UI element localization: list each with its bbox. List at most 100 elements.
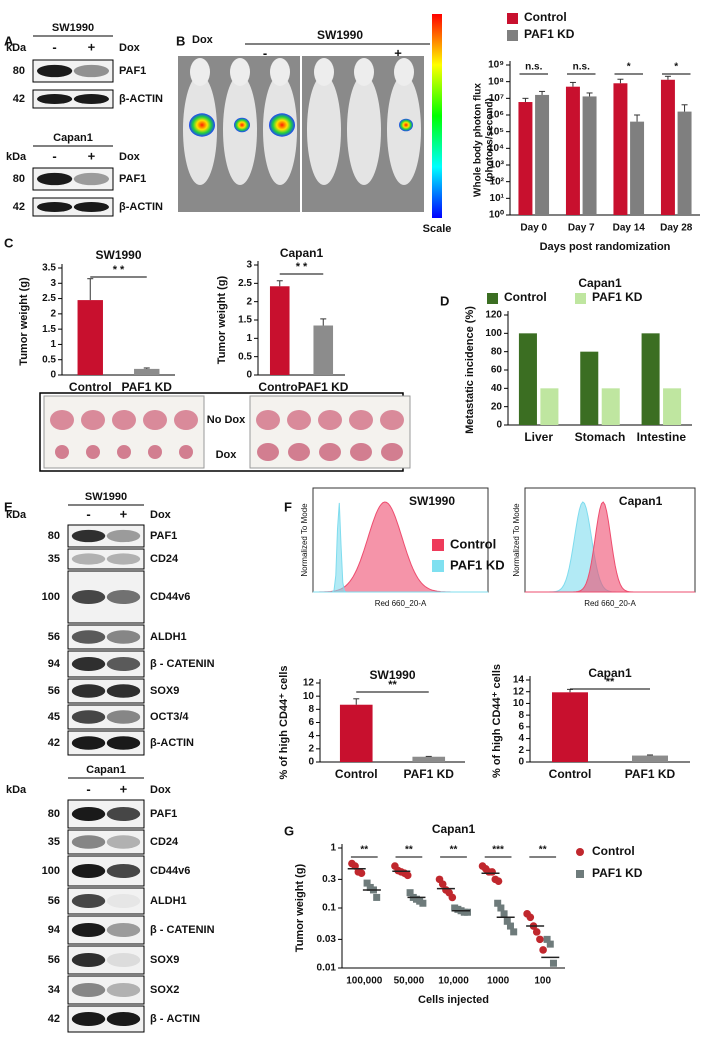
blot-band bbox=[71, 864, 106, 878]
y-tick-label: 10 bbox=[303, 691, 315, 702]
protein-label: SOX9 bbox=[150, 685, 179, 697]
tumor bbox=[288, 443, 310, 461]
y-tick-label: 3.5 bbox=[42, 263, 56, 274]
x-tick-label: Control bbox=[549, 767, 592, 781]
mouse-head bbox=[270, 58, 290, 86]
protein-label: β - CATENIN bbox=[150, 924, 215, 936]
y-tick-label: 1 bbox=[50, 339, 56, 350]
point bbox=[448, 893, 457, 902]
panel-label: E bbox=[4, 499, 13, 514]
y-tick-label: 0.3 bbox=[322, 874, 336, 885]
panel-label: D bbox=[440, 293, 449, 308]
panel-label: B bbox=[176, 33, 185, 48]
tumor bbox=[350, 443, 372, 461]
condition-label: Dox bbox=[150, 784, 172, 796]
x-tick-label: 10,000 bbox=[438, 976, 469, 987]
y-tick-label: 10⁴ bbox=[488, 143, 504, 154]
condition-label: Dox bbox=[119, 42, 141, 54]
y-tick-label: 3 bbox=[50, 278, 56, 289]
protein-label: PAF1 bbox=[150, 530, 177, 542]
lane-label: + bbox=[88, 148, 96, 163]
point bbox=[463, 908, 471, 916]
point bbox=[526, 913, 535, 922]
tumor bbox=[318, 410, 342, 430]
mouse-head bbox=[190, 58, 210, 86]
y-axis-label: Tumor weight (g) bbox=[294, 863, 306, 952]
legend-swatch bbox=[507, 30, 518, 41]
y-tick-label: 100 bbox=[485, 328, 502, 339]
point bbox=[546, 940, 554, 948]
flow-title: SW1990 bbox=[409, 494, 455, 508]
point bbox=[488, 868, 496, 876]
y-tick-label: 0 bbox=[50, 370, 56, 381]
point bbox=[539, 946, 547, 954]
imaging-lane: + bbox=[394, 45, 402, 60]
chart-title: SW1990 bbox=[95, 248, 141, 262]
blot-band bbox=[106, 807, 141, 821]
flow-xlabel: Red 660_20-A bbox=[375, 599, 427, 608]
y-tick-label: 10¹ bbox=[490, 193, 505, 204]
protein-label: OCT3/4 bbox=[150, 711, 189, 723]
y-tick-label: 10 bbox=[513, 698, 525, 709]
y-tick-label: 10⁵ bbox=[488, 126, 504, 137]
blot-band bbox=[106, 630, 141, 644]
x-tick-label: 1000 bbox=[487, 976, 510, 987]
lane-label: - bbox=[52, 148, 56, 163]
y-tick-label: 0.5 bbox=[42, 354, 56, 365]
y-tick-label: 10³ bbox=[490, 160, 505, 171]
bar bbox=[632, 755, 668, 762]
significance: ** bbox=[405, 845, 413, 856]
lane-label: - bbox=[52, 39, 56, 54]
protein-label: PAF1 bbox=[119, 65, 146, 77]
blot-band bbox=[106, 684, 141, 698]
bar bbox=[613, 83, 628, 215]
bar bbox=[660, 79, 675, 215]
photo-row-label: No Dox bbox=[207, 414, 246, 426]
bar bbox=[580, 351, 599, 425]
y-tick-label: 4 bbox=[308, 730, 314, 741]
y-tick-label: 0.01 bbox=[317, 963, 337, 974]
protein-label: CD24 bbox=[150, 553, 179, 565]
blot-band bbox=[106, 894, 141, 908]
y-tick-label: 0 bbox=[246, 370, 252, 381]
legend-swatch bbox=[432, 539, 444, 551]
kda-value: 35 bbox=[48, 836, 60, 848]
legend-swatch bbox=[575, 293, 586, 304]
y-tick-label: 10⁹ bbox=[488, 60, 504, 71]
blot-band bbox=[106, 923, 141, 937]
x-tick-label: 100 bbox=[534, 976, 551, 987]
x-tick-label: Control bbox=[69, 380, 112, 394]
mouse-head bbox=[354, 58, 374, 86]
blot-band bbox=[106, 1012, 141, 1026]
protein-label: β-ACTIN bbox=[150, 737, 194, 749]
point bbox=[363, 879, 371, 887]
point bbox=[373, 893, 381, 901]
protein-label: CD24 bbox=[150, 836, 179, 848]
y-tick-label: 12 bbox=[513, 686, 525, 697]
lane-label: + bbox=[88, 39, 96, 54]
blot-band bbox=[37, 201, 73, 213]
protein-label: β-ACTIN bbox=[119, 93, 163, 105]
kda-value: 42 bbox=[48, 737, 60, 749]
point bbox=[510, 928, 518, 936]
y-tick-label: 8 bbox=[518, 710, 524, 721]
blot-band bbox=[106, 953, 141, 967]
x-tick-label: PAF1 KD bbox=[404, 767, 455, 781]
x-tick-label: Day 28 bbox=[660, 223, 693, 234]
point bbox=[503, 917, 511, 925]
y-tick-label: 12 bbox=[303, 678, 315, 689]
point bbox=[549, 959, 557, 967]
y-tick-label: 0 bbox=[496, 420, 502, 431]
blot-band bbox=[71, 657, 106, 671]
luminescence bbox=[269, 113, 295, 137]
blot-title: SW1990 bbox=[52, 22, 94, 34]
lane-label: + bbox=[120, 506, 128, 521]
blot-band bbox=[71, 553, 106, 565]
tumor bbox=[86, 445, 100, 459]
y-axis-label: Tumor weight (g) bbox=[216, 275, 228, 364]
luminescence bbox=[189, 113, 215, 137]
blot-band bbox=[71, 710, 106, 724]
bar bbox=[313, 325, 334, 375]
x-tick-label: PAF1 KD bbox=[625, 767, 676, 781]
chart-title: Capan1 bbox=[578, 276, 622, 290]
